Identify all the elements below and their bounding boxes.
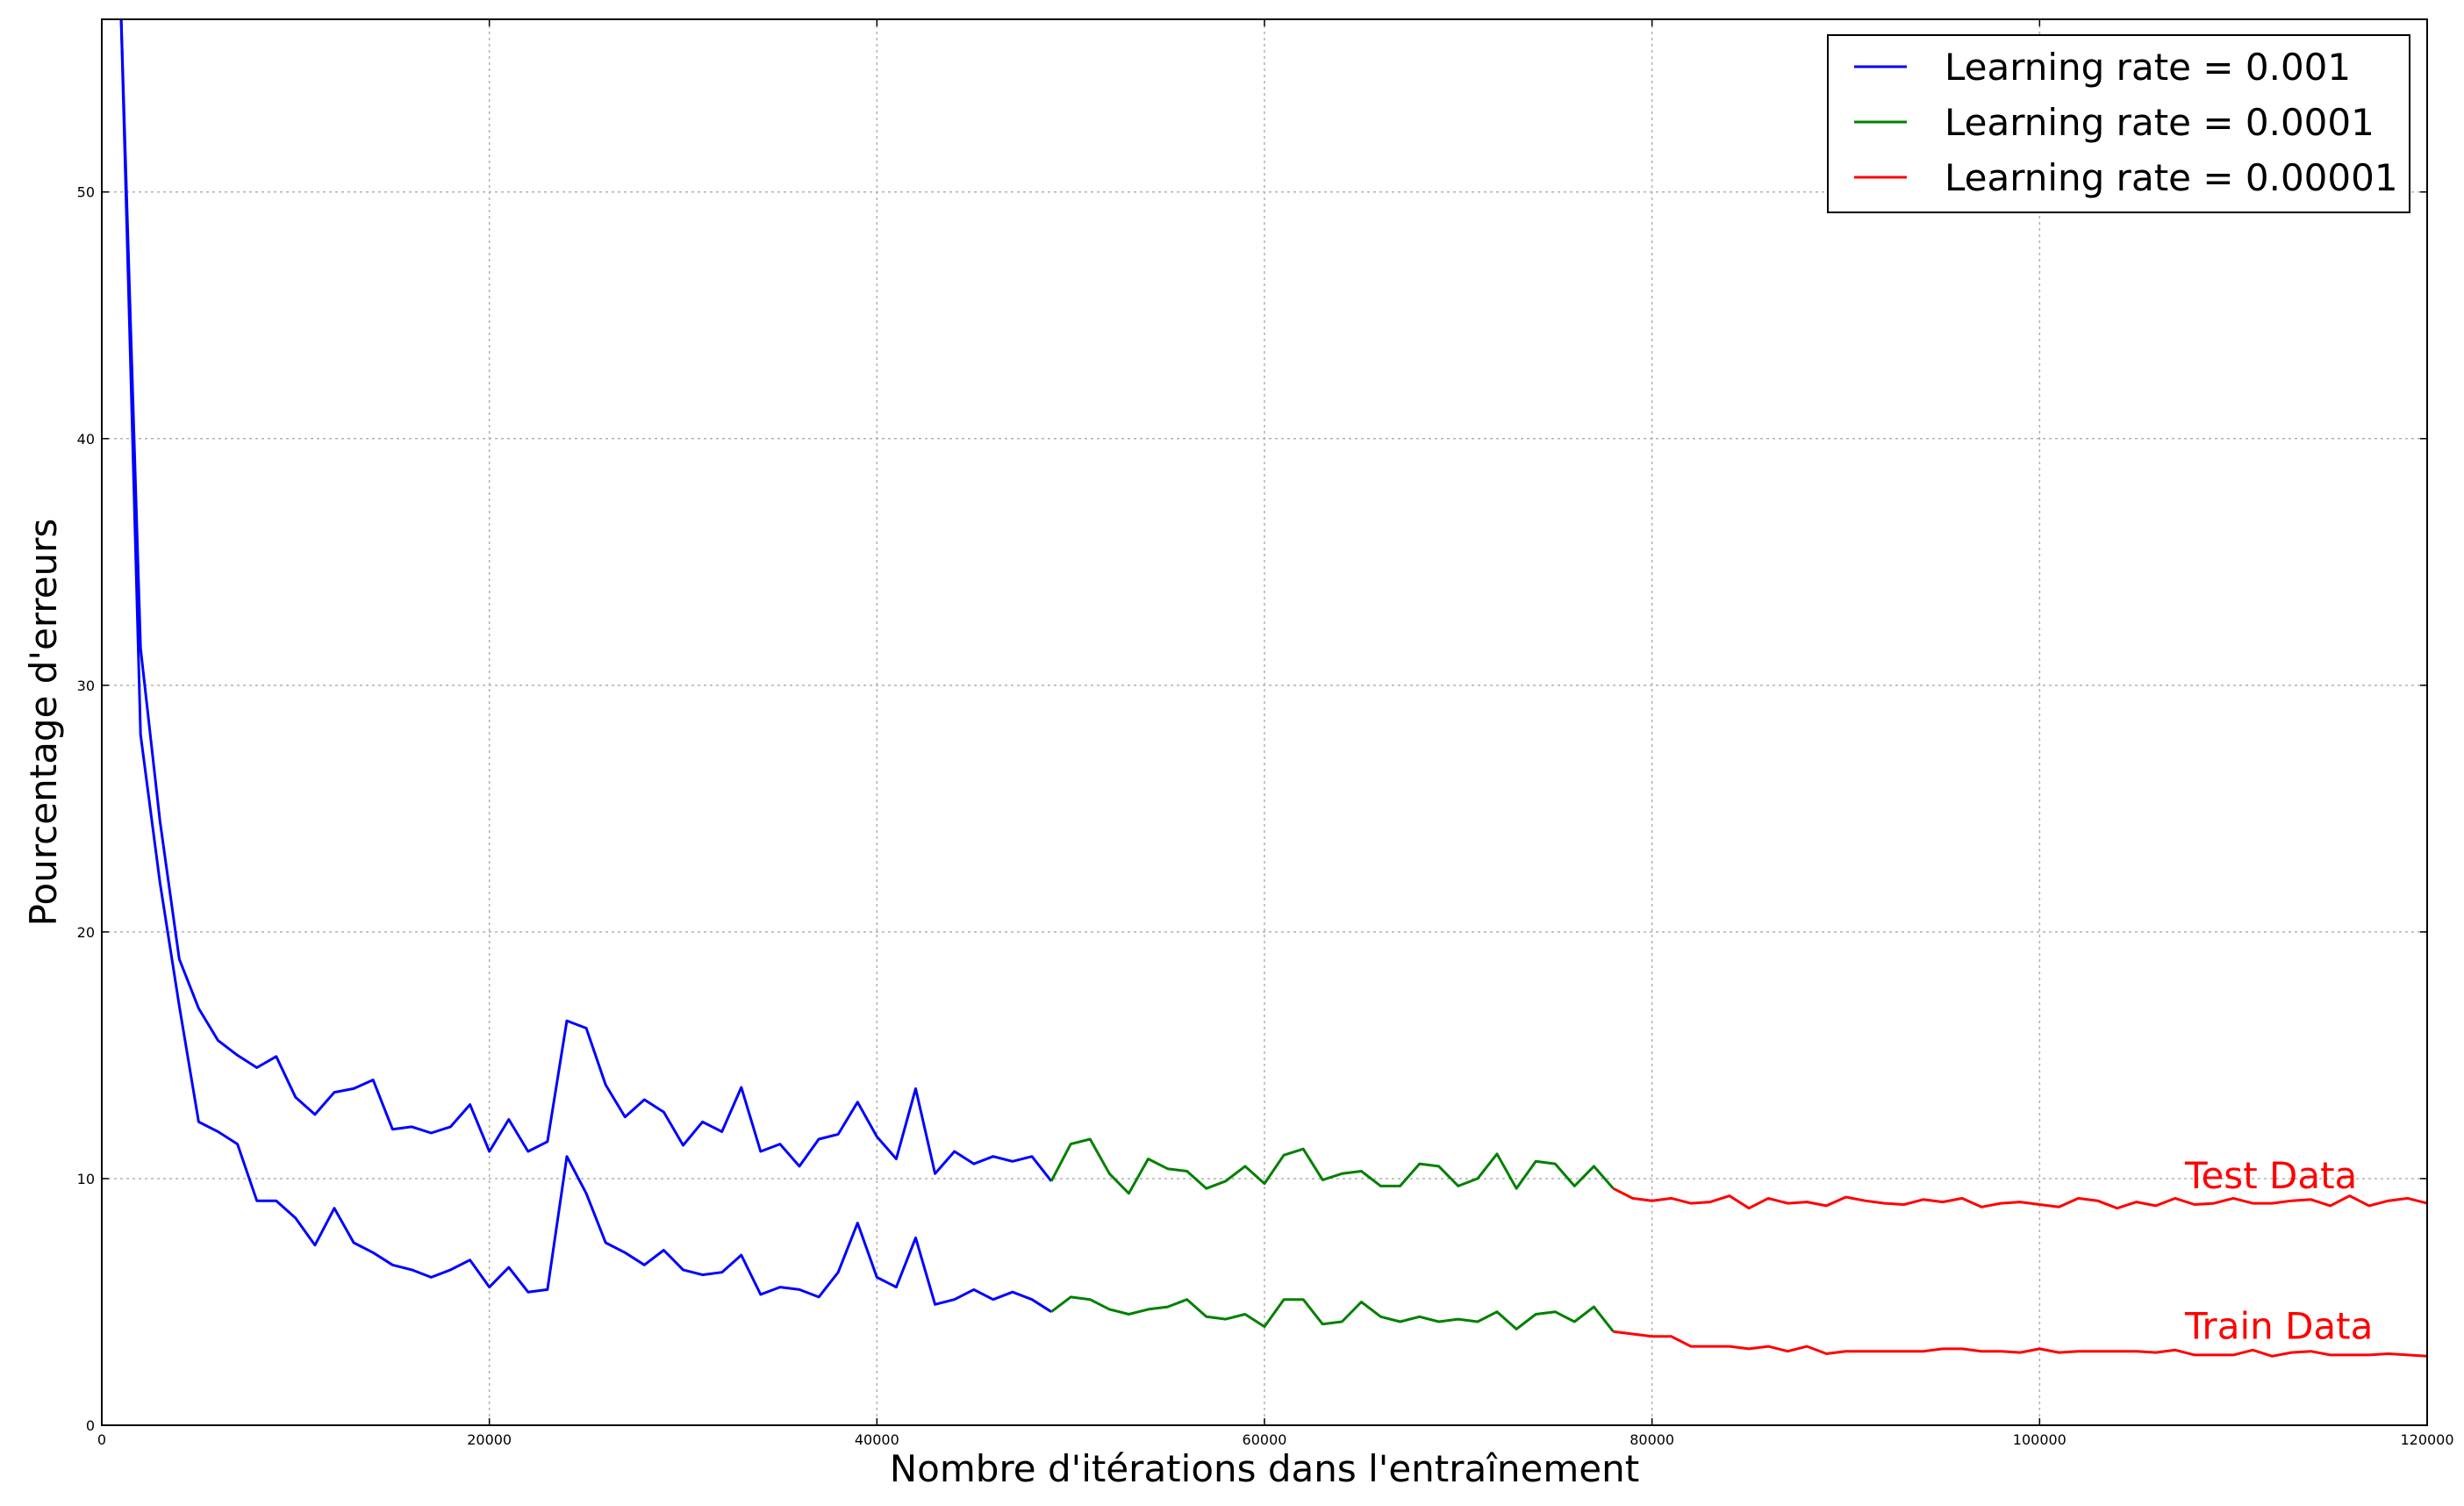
x-axis-title: Nombre d'itérations dans l'entraînement xyxy=(890,1447,1639,1490)
annotations: Test Data Train Data xyxy=(2184,1154,2373,1347)
series-line-2-train xyxy=(1050,1295,1615,1333)
y-tick-label: 50 xyxy=(77,184,95,201)
legend-label: Learning rate = 0.0001 xyxy=(1945,101,2374,144)
x-tick-label: 100000 xyxy=(2013,1431,2066,1448)
series-line-1-train xyxy=(119,19,1052,1313)
x-tick-label: 120000 xyxy=(2400,1431,2453,1448)
x-tick-label: 60000 xyxy=(1243,1431,1287,1448)
series-lines xyxy=(119,19,2427,1358)
y-tick-label: 20 xyxy=(77,924,95,941)
annotation-train-data: Train Data xyxy=(2184,1305,2373,1348)
y-tick-label: 10 xyxy=(77,1171,95,1187)
series-line-3-train xyxy=(1613,1330,2427,1358)
y-tick-label: 40 xyxy=(77,431,95,448)
x-tick-label: 80000 xyxy=(1630,1431,1674,1448)
y-tick-label: 0 xyxy=(86,1417,95,1434)
legend-box xyxy=(1827,34,2410,213)
series-line-1-test xyxy=(119,19,1053,1182)
annotation-test-data: Test Data xyxy=(2184,1154,2357,1197)
y-tick-label: 30 xyxy=(77,678,95,694)
legend-label: Learning rate = 0.001 xyxy=(1945,46,2351,89)
x-tick-label: 40000 xyxy=(855,1431,899,1448)
x-tick-label: 0 xyxy=(97,1431,106,1448)
series-line-2-test xyxy=(1049,1137,1615,1195)
legend-label: Learning rate = 0.00001 xyxy=(1945,156,2398,199)
x-tick-label: 20000 xyxy=(467,1431,512,1448)
series-line-3-test xyxy=(1612,1187,2427,1210)
y-axis-title: Pourcentage d'erreurs xyxy=(22,519,65,927)
legend: Learning rate = 0.001 Learning rate = 0.0… xyxy=(1827,34,2410,213)
axis-ticks: 0 20000 40000 60000 80000 100000 120000 0 10 20 30… xyxy=(77,19,2454,1448)
